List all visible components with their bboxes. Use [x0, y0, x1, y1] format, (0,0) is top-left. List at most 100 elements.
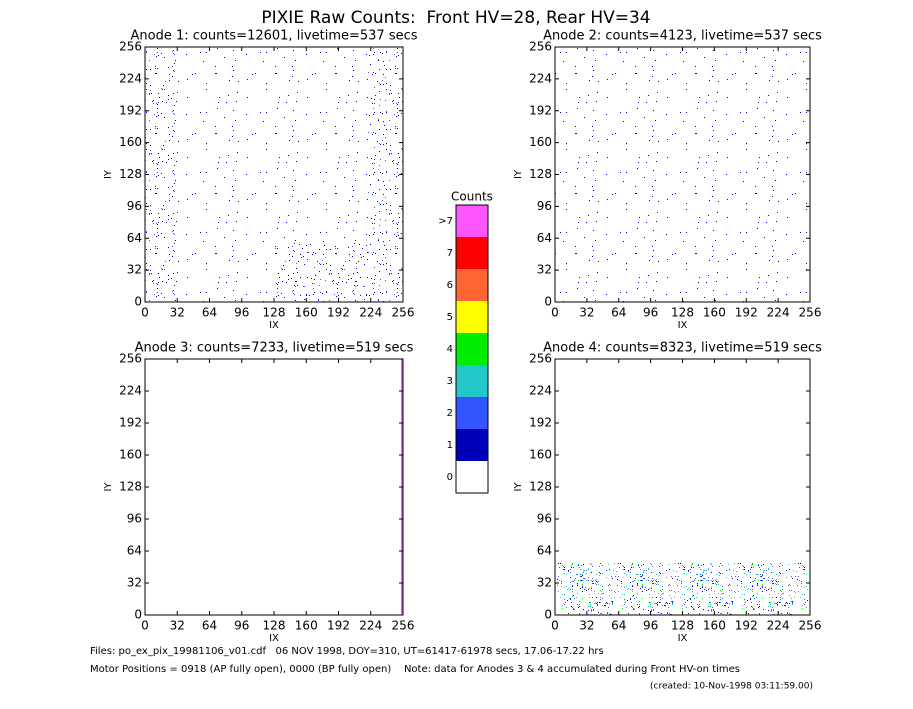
y-axis-label: IY: [513, 169, 524, 179]
y-tick-label: 160: [119, 448, 142, 462]
y-tick-label: 64: [537, 544, 552, 558]
y-tick-label: 192: [119, 103, 142, 117]
count-texture: [368, 47, 403, 302]
y-tick-label: 224: [529, 71, 552, 85]
y-axis-label: IY: [103, 169, 114, 179]
x-tick-label: 128: [671, 619, 694, 633]
y-tick-label: 96: [537, 512, 552, 526]
x-tick-label: 160: [295, 306, 318, 320]
y-tick-label: 160: [119, 135, 142, 149]
y-tick-label: 0: [544, 295, 552, 309]
count-texture: [555, 47, 810, 302]
panel-title: Anode 2: counts=4123, livetime=537 secs: [543, 29, 822, 44]
x-tick-label: 0: [551, 306, 559, 320]
y-tick-label: 192: [119, 416, 142, 430]
x-tick-label: 256: [799, 619, 822, 633]
colorbar-cell: [456, 301, 488, 333]
y-tick-label: 0: [134, 608, 142, 622]
y-tick-label: 256: [119, 352, 142, 366]
x-tick-label: 96: [234, 306, 249, 320]
y-tick-label: 32: [127, 576, 142, 590]
x-tick-label: 160: [703, 619, 726, 633]
x-tick-label: 64: [611, 619, 626, 633]
y-tick-label: 0: [544, 608, 552, 622]
x-tick-label: 256: [392, 306, 415, 320]
x-tick-label: 192: [735, 306, 758, 320]
y-tick-label: 224: [119, 384, 142, 398]
footer-motor: Motor Positions = 0918 (AP fully open), …: [90, 664, 740, 675]
colorbar-cell: [456, 397, 488, 429]
colorbar-label: 3: [447, 376, 453, 387]
colorbar-title: Counts: [451, 190, 493, 204]
panel-title: Anode 1: counts=12601, livetime=537 secs: [130, 29, 417, 44]
y-tick-label: 128: [119, 167, 142, 181]
x-tick-label: 96: [234, 619, 249, 633]
colorbar-cell: [456, 461, 488, 493]
x-tick-label: 128: [671, 306, 694, 320]
y-tick-label: 128: [119, 480, 142, 494]
x-axis-label: IX: [678, 633, 688, 644]
y-tick-label: 96: [127, 199, 142, 213]
y-tick-label: 0: [134, 295, 142, 309]
x-tick-label: 32: [170, 306, 185, 320]
x-tick-label: 224: [359, 306, 382, 320]
x-axis-label: IX: [269, 320, 279, 331]
y-tick-label: 64: [127, 544, 142, 558]
colorbar-label: 4: [447, 344, 453, 355]
panel-title: Anode 4: counts=8323, livetime=519 secs: [543, 341, 822, 356]
count-texture: [275, 242, 370, 302]
x-tick-label: 96: [643, 306, 658, 320]
y-tick-label: 32: [537, 576, 552, 590]
x-tick-label: 0: [141, 306, 149, 320]
x-tick-label: 192: [735, 619, 758, 633]
x-tick-label: 64: [202, 306, 217, 320]
colorbar-cell: [456, 333, 488, 365]
y-axis-label: IY: [513, 482, 524, 492]
y-tick-label: 32: [537, 263, 552, 277]
colorbar-label: 5: [447, 312, 453, 323]
x-tick-label: 224: [767, 619, 790, 633]
count-texture: [557, 563, 808, 615]
colorbar-label: 1: [447, 440, 453, 451]
x-tick-label: 160: [295, 619, 318, 633]
y-tick-label: 96: [537, 199, 552, 213]
plot-frame: [144, 358, 404, 616]
x-tick-label: 256: [799, 306, 822, 320]
count-texture: [145, 47, 175, 302]
colorbar-label: 0: [447, 472, 453, 483]
y-tick-label: 64: [537, 231, 552, 245]
y-axis-label: IY: [103, 482, 114, 492]
y-tick-label: 256: [529, 352, 552, 366]
x-axis-label: IX: [678, 320, 688, 331]
x-tick-label: 0: [551, 619, 559, 633]
y-tick-label: 128: [529, 480, 552, 494]
x-tick-label: 224: [767, 306, 790, 320]
colorbar-label: 7: [447, 248, 453, 259]
y-tick-label: 64: [127, 231, 142, 245]
y-tick-label: 160: [529, 448, 552, 462]
x-tick-label: 64: [611, 306, 626, 320]
y-tick-label: 256: [119, 40, 142, 54]
x-tick-label: 160: [703, 306, 726, 320]
footer-files: Files: po_ex_pix_19981106_v01.cdf 06 NOV…: [90, 646, 604, 657]
x-tick-label: 128: [263, 619, 286, 633]
x-tick-label: 96: [643, 619, 658, 633]
x-tick-label: 128: [263, 306, 286, 320]
colorbar-frame: [455, 204, 489, 494]
colorbar-cell: [456, 237, 488, 269]
x-tick-label: 192: [327, 619, 350, 633]
colorbar-cell: [456, 269, 488, 301]
colorbar-label: 2: [447, 408, 453, 419]
panel-title: Anode 3: counts=7233, livetime=519 secs: [135, 341, 414, 356]
x-tick-label: 32: [170, 619, 185, 633]
x-tick-label: 256: [392, 619, 415, 633]
colorbar-label: >7: [438, 216, 453, 227]
y-tick-label: 128: [529, 167, 552, 181]
y-tick-label: 224: [529, 384, 552, 398]
y-tick-label: 192: [529, 103, 552, 117]
x-tick-label: 32: [579, 306, 594, 320]
x-tick-label: 192: [327, 306, 350, 320]
x-tick-label: 32: [579, 619, 594, 633]
colorbar-cell: [456, 365, 488, 397]
